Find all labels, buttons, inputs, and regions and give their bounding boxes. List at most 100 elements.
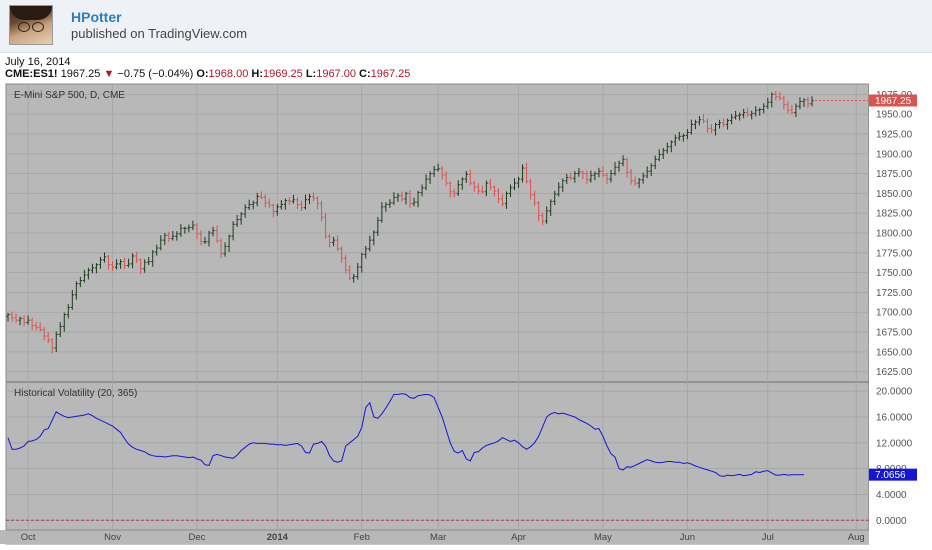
last-price-badge bbox=[869, 94, 917, 107]
ohlc-bar bbox=[175, 231, 179, 241]
ohlc-bar bbox=[287, 197, 291, 206]
ohlc-bar bbox=[167, 231, 171, 242]
ohlc-bar bbox=[725, 118, 730, 130]
ohlc-bar bbox=[235, 215, 239, 227]
ohlc-bar bbox=[74, 281, 78, 300]
ohlc-bar bbox=[86, 267, 90, 280]
price-tick-label: 1700.00 bbox=[876, 308, 913, 319]
open-label: O: bbox=[196, 68, 209, 80]
ohlc-bar bbox=[476, 183, 480, 195]
ohlc-bar bbox=[94, 263, 99, 274]
price-axis-area bbox=[869, 84, 932, 544]
ohlc-bar bbox=[693, 119, 698, 130]
ohlc-bar bbox=[746, 107, 750, 117]
ohlc-bar bbox=[122, 257, 127, 269]
ohlc-bar bbox=[605, 172, 609, 184]
ohlc-bar bbox=[496, 187, 501, 204]
ohlc-bar bbox=[806, 96, 810, 108]
ohlc-bar bbox=[211, 226, 215, 237]
ohlc-bar bbox=[295, 197, 300, 210]
time-tick-label: Feb bbox=[354, 532, 370, 543]
ohlc-bar bbox=[557, 182, 561, 197]
ohlc-bar bbox=[187, 224, 191, 233]
ohlc-bar bbox=[669, 140, 673, 153]
low-label: L: bbox=[305, 68, 317, 80]
ohlc-bar bbox=[524, 162, 529, 184]
open-value: 1968.00 bbox=[208, 68, 249, 80]
ohlc-bar bbox=[569, 172, 573, 181]
ohlc-bar bbox=[472, 180, 476, 192]
ohlc-bar bbox=[159, 235, 163, 251]
price-pane-title: E-Mini S&P 500, D, CME bbox=[14, 90, 125, 101]
ohlc-bar bbox=[195, 223, 199, 239]
ohlc-bar bbox=[239, 212, 243, 225]
time-tick-label: Nov bbox=[104, 532, 121, 543]
ohlc-bar bbox=[147, 257, 151, 265]
ohlc-bar bbox=[798, 97, 802, 110]
ohlc-bar bbox=[199, 230, 203, 246]
ohlc-bar bbox=[593, 171, 597, 181]
ohlc-bar bbox=[790, 104, 794, 115]
ohlc-bar bbox=[460, 177, 464, 190]
ohlc-bar bbox=[810, 96, 814, 107]
ohlc-bar bbox=[404, 191, 408, 205]
price-tick-label: 1625.00 bbox=[876, 367, 913, 378]
ohlc-bar bbox=[328, 234, 332, 248]
ohlc-bar bbox=[263, 194, 267, 208]
ohlc-bar bbox=[802, 98, 806, 108]
hv-tick-label: 16.0000 bbox=[876, 412, 913, 423]
ohlc-bar bbox=[770, 92, 774, 108]
ohlc-bar bbox=[106, 254, 111, 270]
ohlc-bar bbox=[581, 170, 585, 180]
chart-background bbox=[5, 83, 870, 545]
ohlc-bar bbox=[356, 262, 360, 280]
ohlc-bar bbox=[448, 181, 452, 198]
ohlc-bar bbox=[758, 107, 762, 116]
ohlc-bar bbox=[155, 244, 159, 256]
quote-line: CME:ES1! 1967.25 ▼ −0.75 (−0.04%) O:1968… bbox=[5, 68, 410, 80]
ohlc-bar bbox=[637, 177, 641, 189]
ohlc-bar bbox=[424, 174, 428, 191]
ohlc-bar bbox=[561, 178, 565, 192]
ohlc-bar bbox=[468, 169, 472, 186]
price-tick-label: 1925.00 bbox=[876, 129, 913, 140]
ohlc-bar bbox=[163, 233, 167, 245]
time-tick-label: May bbox=[594, 532, 612, 543]
price-tick-label: 1750.00 bbox=[876, 268, 913, 279]
ohlc-bar bbox=[259, 191, 263, 200]
ohlc-bar bbox=[541, 212, 545, 226]
ohlc-bar bbox=[368, 235, 372, 252]
ohlc-bar bbox=[231, 221, 235, 241]
quote-last: 1967.25 bbox=[60, 68, 101, 80]
ohlc-bar bbox=[291, 194, 296, 204]
time-axis-area bbox=[0, 530, 869, 544]
ohlc-bar bbox=[102, 252, 107, 263]
ohlc-bar bbox=[649, 163, 653, 177]
price-tick-label: 1775.00 bbox=[876, 248, 913, 259]
close-label: C: bbox=[359, 68, 371, 80]
ohlc-bar bbox=[500, 194, 505, 207]
ohlc-bar bbox=[452, 188, 456, 198]
ohlc-bar bbox=[303, 194, 308, 210]
ohlc-bar bbox=[78, 276, 82, 288]
ohlc-bar bbox=[545, 206, 549, 224]
ohlc-bar bbox=[754, 106, 758, 117]
username-link[interactable]: HPotter bbox=[71, 9, 122, 25]
ohlc-bar bbox=[251, 200, 255, 210]
user-avatar-icon[interactable] bbox=[9, 5, 53, 45]
ohlc-bar bbox=[416, 190, 420, 208]
ohlc-bar bbox=[267, 198, 271, 209]
ohlc-bar bbox=[432, 165, 436, 177]
time-tick-label: Mar bbox=[430, 532, 446, 543]
time-tick-label: Apr bbox=[511, 532, 526, 543]
last-price-label: 1967.25 bbox=[875, 96, 912, 107]
ohlc-bar bbox=[577, 167, 581, 177]
ohlc-bar bbox=[340, 246, 344, 264]
ohlc-bar bbox=[90, 263, 95, 274]
ohlc-bar bbox=[573, 170, 577, 183]
ohlc-bar bbox=[62, 312, 66, 332]
ohlc-bar bbox=[456, 180, 460, 197]
ohlc-bar bbox=[601, 166, 605, 178]
ohlc-bar bbox=[713, 122, 718, 136]
